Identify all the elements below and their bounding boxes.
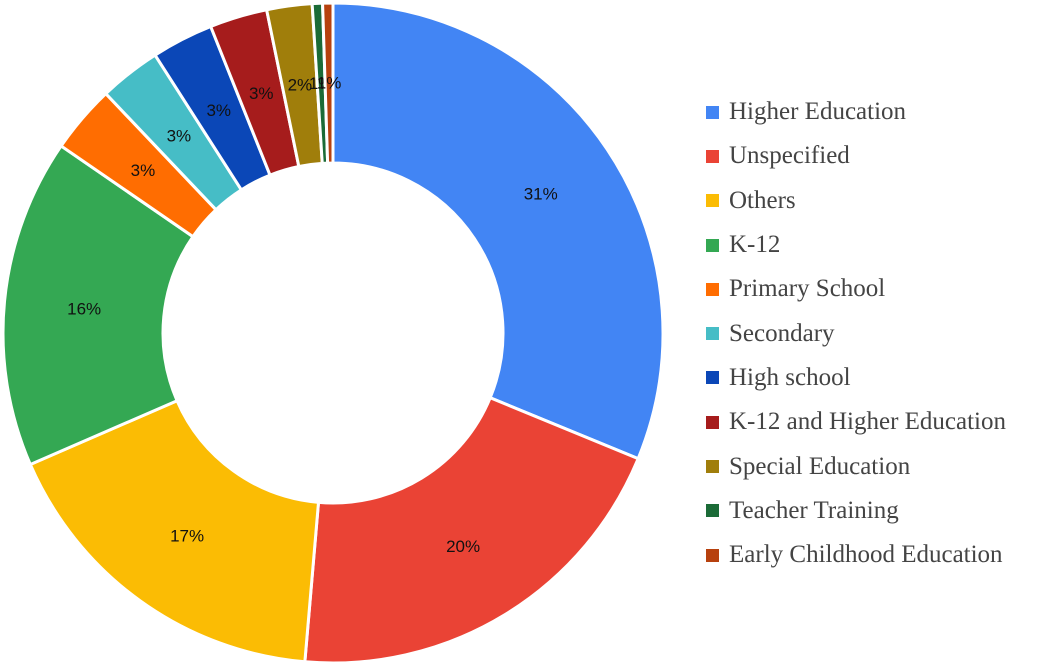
legend-label: K-12 [729,231,781,259]
legend-label: High school [729,363,851,391]
legend-swatch [706,105,719,119]
legend-swatch [706,194,719,208]
donut-chart: 31%20%17%16%3%3%3%3% 2%1%1% [1,1,665,665]
legend-item-higher-education: Higher Education [706,90,1006,134]
legend-swatch [706,415,719,429]
legend-item-early-childhood-education: Early Childhood Education [706,533,1006,577]
legend-item-teacher-training: Teacher Training [706,489,1006,533]
legend-item-others: Others [706,179,1006,223]
legend-item-unspecified: Unspecified [706,134,1006,178]
slice-higher-education [331,1,665,461]
legend-swatch [706,149,719,163]
slice-unspecified [303,395,641,665]
legend-label: Higher Education [729,98,907,126]
legend-label: Others [729,186,796,214]
data-label-high-school: 3% [206,101,231,120]
legend-item-primary-school: Primary School [706,267,1006,311]
legend-swatch [706,371,719,385]
data-label-others: 17% [170,526,204,545]
legend-swatch [706,460,719,474]
data-label-primary-school: 3% [131,161,156,180]
data-label-k-12-and-higher-education: 3% [249,84,274,103]
legend-label: Unspecified [729,142,850,170]
data-label-unspecified: 20% [446,537,480,556]
legend-swatch [706,504,719,518]
legend-label: K-12 and Higher Education [729,408,1007,436]
legend-swatch [706,548,719,562]
legend-label: Primary School [729,275,886,303]
legend-item-special-education: Special Education [706,444,1006,488]
chart-legend: Higher Education Unspecified Others K-12 Pri… [706,90,1006,577]
data-label-higher-education: 31% [524,184,558,203]
data-label-special-education: 2% [288,76,313,95]
legend-item-k-12: K-12 [706,223,1006,267]
legend-swatch [706,282,719,296]
slice-early-childhood-education [321,1,335,165]
data-label-secondary: 3% [167,127,192,146]
legend-item-secondary: Secondary [706,311,1006,355]
slice-k-12 [1,143,196,467]
data-label-early-childhood-education: 1% [317,74,342,93]
legend-item-k-12-and-higher-education: K-12 and Higher Education [706,400,1006,444]
legend-label: Early Childhood Education [729,541,1003,569]
legend-label: Teacher Training [729,496,899,524]
data-label-k-12: 16% [67,299,101,318]
legend-item-high-school: High school [706,356,1006,400]
legend-label: Secondary [729,319,835,347]
legend-swatch [706,238,719,252]
legend-swatch [706,327,719,341]
legend-label: Special Education [729,452,911,480]
slice-others [28,398,321,664]
